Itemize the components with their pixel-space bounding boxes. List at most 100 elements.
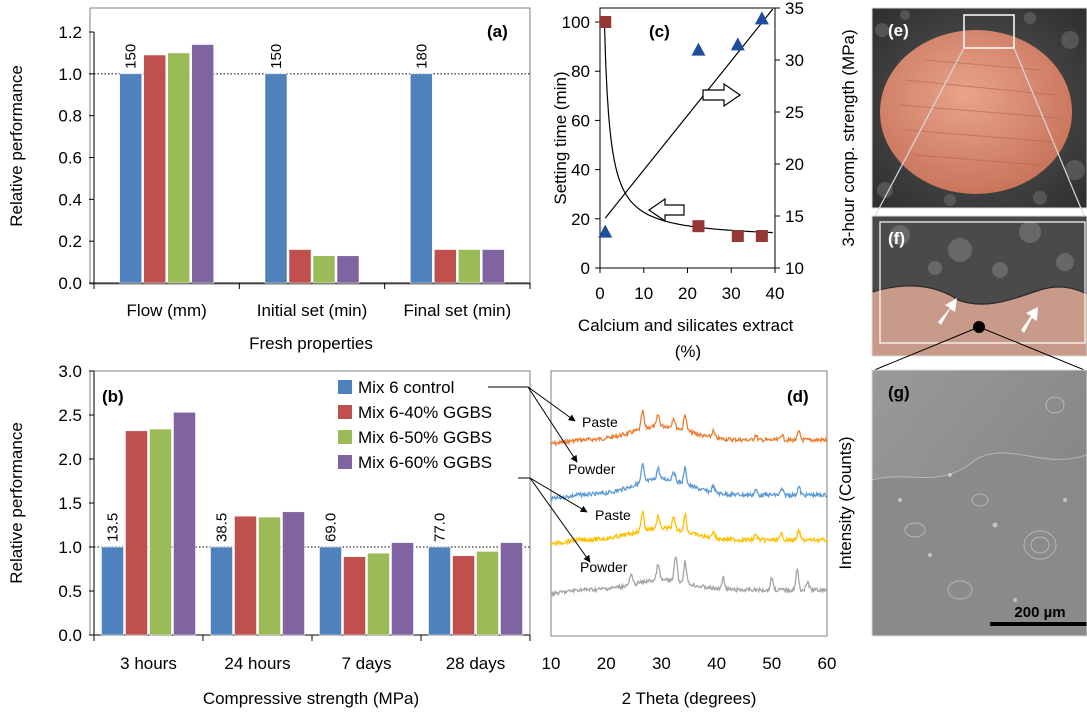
y-tick-label: 1.5	[58, 494, 82, 513]
strength-point	[730, 37, 745, 51]
xrd-trace	[550, 409, 828, 447]
panel-a-category-labels: Flow (mm) Initial set (min) Final set (min…	[93, 283, 531, 320]
x-tick-label: 20	[597, 654, 616, 673]
panel-c-left-hollow-arrow-icon	[647, 197, 685, 223]
trace-label: Powder	[568, 461, 616, 477]
bar	[234, 515, 257, 636]
panel-d-label: (d)	[787, 387, 809, 406]
panel-b-category-labels: 3 hours 24 hours 7 days 28 days	[93, 635, 531, 673]
bar	[482, 249, 505, 284]
panel-b-label: (b)	[102, 387, 124, 406]
panel-c-x-axis-title-line2: (%)	[675, 342, 701, 361]
bar	[210, 546, 233, 636]
panel-e-label: (e)	[888, 21, 909, 40]
x-tick-label: 7 days	[341, 654, 391, 673]
y-tick-label: 0.5	[58, 582, 82, 601]
setting-time-point	[755, 230, 768, 243]
panel-b-y-axis: 0.0 0.5 1.0 1.5 2.0 2.5 3.0	[58, 362, 530, 645]
y-tick-label: 0.4	[58, 190, 82, 209]
panel-e-to-f-zoom-lines	[873, 47, 1086, 219]
y-tick-label: 40	[571, 161, 590, 180]
setting-time-point	[731, 230, 744, 243]
xrd-trace	[550, 461, 828, 502]
panel-e-frame	[871, 7, 1087, 209]
trace-label: Powder	[580, 559, 628, 575]
y2-tick-label: 35	[785, 0, 804, 18]
strength-point	[754, 11, 769, 25]
panel-g-scale-bar	[990, 622, 1087, 626]
x-tick-label: 0	[595, 284, 604, 303]
panel-d-legend-connectors	[488, 386, 591, 563]
panel-f-to-g-zoom-lines	[871, 326, 1087, 372]
y-tick-label: 80	[571, 62, 590, 81]
panel-f-photo	[872, 216, 1087, 356]
panel-a-y-axis: 0.0 0.2 0.4 0.6 0.8 1.0 1.2	[58, 23, 530, 293]
panel-c-y2-axis-title: 3-hour comp. strength (MPa)	[839, 29, 858, 246]
x-tick-label: Initial set (min)	[257, 301, 368, 320]
panel-a-chart: 0.0 0.2 0.4 0.6 0.8 1.0 1.2 150 150 180 Flow (mm…	[7, 7, 531, 353]
panel-g-lower-grain-region	[872, 452, 1087, 636]
panel-e-zoom-box	[963, 14, 1015, 49]
bar	[282, 511, 305, 636]
bar	[434, 249, 457, 284]
panel-c-plot-frame	[599, 7, 776, 269]
y-tick-label: 1.0	[58, 538, 82, 557]
x-tick-label: Final set (min)	[403, 301, 511, 320]
bar	[258, 516, 281, 636]
control-value-label: 150	[123, 44, 140, 69]
x-tick-label: 40	[766, 284, 785, 303]
panel-d-plot-frame	[550, 370, 828, 637]
legend-label: Mix 6-60% GGBS	[358, 453, 492, 472]
control-value-label: 150	[268, 44, 285, 69]
panel-f-left-arrow-icon	[938, 298, 957, 325]
bar	[410, 73, 433, 284]
panel-c-y-axis-title: Setting time (min)	[551, 71, 570, 204]
y2-tick-label: 20	[785, 155, 804, 174]
y-tick-label: 3.0	[58, 362, 82, 381]
y-tick-label: 100	[562, 13, 590, 32]
bar	[500, 542, 523, 636]
panel-d-x-axis: 10 20 30 40 50 60	[542, 654, 837, 673]
bar	[319, 546, 342, 636]
bar	[143, 54, 166, 284]
control-value-label: 77.0	[432, 513, 449, 542]
panel-f-label: (f)	[888, 229, 905, 248]
x-tick-label: Flow (mm)	[127, 301, 207, 320]
panel-a-plot-frame	[89, 7, 531, 285]
bar	[149, 428, 172, 636]
x-tick-label: 40	[707, 654, 726, 673]
legend-swatch	[338, 405, 352, 419]
bar	[173, 412, 196, 636]
panel-c-x-axis-title: Calcium and silicates extract (%)	[578, 316, 798, 361]
panel-f-inner-frame	[879, 221, 1086, 344]
xrd-trace	[550, 555, 828, 598]
panel-a-control-labels: 150 150 180	[123, 44, 431, 69]
bar	[264, 73, 288, 284]
panel-b-control-labels: 13.5 38.5 69.0 77.0	[105, 513, 449, 542]
y-tick-label: 60	[571, 111, 590, 130]
panel-b-legend: Mix 6 control Mix 6-40% GGBS Mix 6-50% GGB…	[338, 378, 492, 472]
control-value-label: 180	[413, 44, 430, 69]
panel-c-fit-lines	[603, 8, 774, 234]
control-value-label: 38.5	[214, 513, 231, 542]
y-tick-label: 0.0	[58, 626, 82, 645]
bar	[367, 552, 390, 636]
setting-time-point	[692, 220, 705, 233]
setting-time-point	[599, 16, 612, 28]
panel-b-bars	[101, 412, 523, 636]
x-tick-label: 60	[818, 654, 837, 673]
panel-f-frame	[871, 215, 1087, 357]
connector-control-to-powder	[527, 386, 578, 463]
x-tick-label: 30	[652, 654, 671, 673]
panel-g-sem-image	[872, 370, 1087, 636]
panel-a-y-axis-title: Relative performance	[7, 65, 26, 227]
panel-c-axes: 0 10 20 30 40 0 20 40 60 80 100 10 15 20 25 30 35	[562, 0, 804, 303]
control-value-label: 69.0	[323, 513, 340, 542]
panel-c-data-points	[598, 11, 769, 243]
panel-c-chart: 0 10 20 30 40 0 20 40 60 80 100 10 15 20 25 30 35 (c) Ca…	[551, 0, 858, 361]
legend-label: Mix 6-50% GGBS	[358, 428, 492, 447]
panel-a-label: (a)	[487, 22, 508, 41]
panel-c-label: (c)	[649, 22, 670, 41]
panel-f-rock-texture	[890, 221, 1074, 278]
